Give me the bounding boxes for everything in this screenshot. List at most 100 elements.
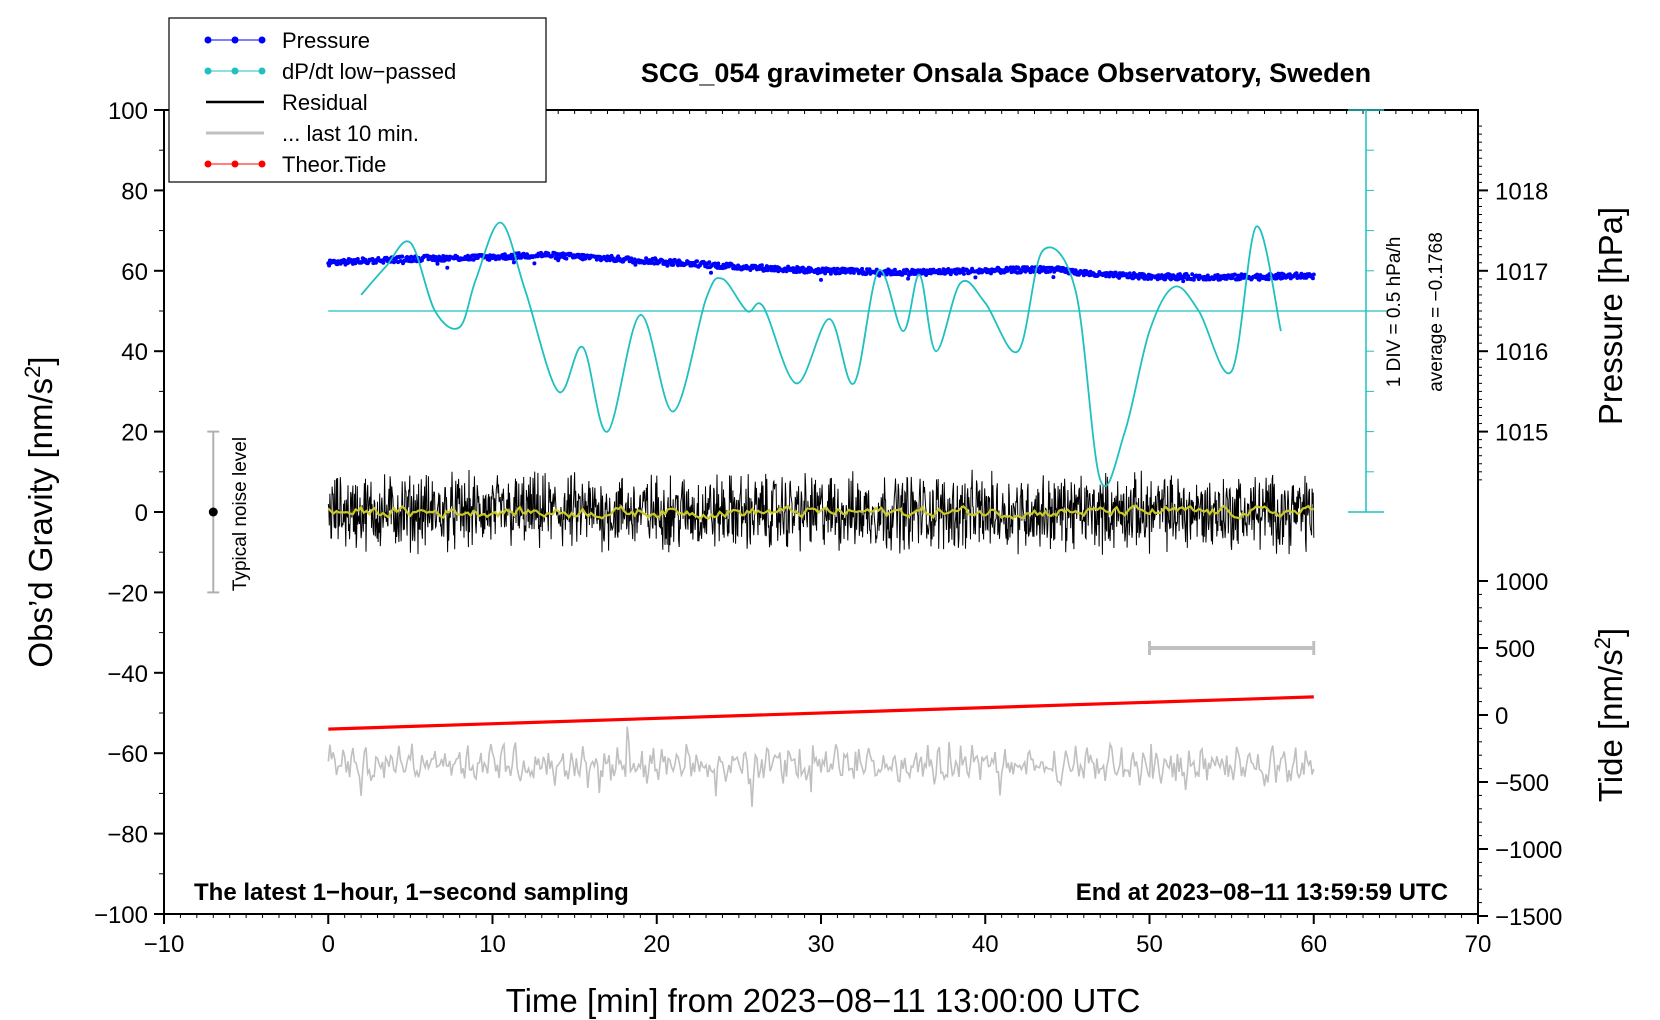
legend-item-pressure: Pressure	[204, 28, 370, 53]
pressure-point	[1232, 272, 1237, 277]
y-tick-label: −80	[107, 822, 148, 849]
legend-item-tide: Theor.Tide	[204, 152, 386, 177]
x-tick-label: 20	[643, 931, 670, 958]
data-layer	[207, 221, 1388, 807]
chart-title: SCG_054 gravimeter Onsala Space Observat…	[641, 58, 1371, 88]
pressure-point	[835, 266, 840, 271]
legend-label: Residual	[282, 90, 368, 115]
legend-box	[168, 17, 547, 183]
pressure-point	[445, 265, 450, 270]
noise-center-dot	[208, 507, 218, 517]
pressure-point	[892, 267, 897, 272]
pressure-point	[1310, 276, 1315, 281]
y-axis-pressure-label: Pressure [hPa]	[1592, 207, 1629, 425]
series-residual-smoothed	[327, 504, 1314, 521]
pressure-point	[819, 277, 823, 282]
pressure-point	[564, 256, 569, 261]
dpdt-scale-text: 1 DIV = 0.5 hPa/h	[1384, 237, 1405, 388]
pressure-point	[1298, 275, 1303, 280]
y-tick-label: 100	[108, 98, 148, 125]
y-tick-label: 20	[121, 420, 148, 447]
pressure-point	[557, 256, 561, 261]
legend-item-dpdt: dP/dt low−passed	[204, 59, 456, 84]
tide-tick-label: −1500	[1495, 904, 1562, 931]
tide-tick-label: 0	[1495, 703, 1508, 730]
dpdt-average-text: average = −0.1768	[1426, 232, 1447, 392]
legend-label: Pressure	[282, 28, 370, 53]
pressure-point	[1181, 279, 1186, 284]
pressure-point	[906, 276, 911, 281]
x-tick-label: 50	[1136, 931, 1163, 958]
y-axis-tide-label: Tide [nm/s2]	[1590, 628, 1629, 802]
tide-tick-label: −1000	[1495, 837, 1562, 864]
pressure-point	[954, 271, 959, 276]
pressure-point	[1016, 266, 1021, 271]
y-tick-label: −100	[94, 902, 148, 929]
pressure-point	[1266, 277, 1271, 282]
pressure-tick-label: 1015	[1495, 420, 1548, 447]
y-tick-label: 80	[121, 178, 148, 205]
pressure-point	[1311, 272, 1316, 277]
x-tick-label: 30	[808, 931, 835, 958]
legend-item-last10: ... last 10 min.	[206, 121, 419, 146]
tide-tick-label: 500	[1495, 636, 1535, 663]
series-residual	[327, 469, 1315, 555]
pressure-tick-label: 1017	[1495, 259, 1548, 286]
pressure-point	[353, 261, 358, 266]
pressure-point	[1294, 271, 1299, 276]
pressure-point	[860, 266, 865, 271]
x-tick-label: 70	[1465, 931, 1492, 958]
pressure-point	[1051, 275, 1056, 280]
pressure-point	[707, 260, 712, 265]
pressure-point	[1009, 270, 1014, 275]
pressure-point	[851, 270, 856, 275]
pressure-point	[1030, 265, 1035, 270]
sampling-note: The latest 1−hour, 1−second sampling	[194, 879, 629, 906]
pressure-point	[384, 255, 389, 260]
y-tick-label: −40	[107, 661, 148, 688]
pressure-point	[437, 254, 442, 259]
pressure-point	[961, 271, 966, 276]
x-tick-label: −10	[144, 931, 185, 958]
series-last10	[327, 726, 1315, 807]
pressure-point	[511, 260, 516, 265]
pressure-point	[1191, 277, 1196, 282]
pressure-point	[1111, 274, 1116, 279]
series-pressure	[326, 250, 1316, 284]
legend-label: dP/dt low−passed	[282, 59, 456, 84]
legend-item-residual: Residual	[206, 90, 368, 115]
y-tick-label: −20	[107, 580, 148, 607]
tide-tick-label: −500	[1495, 770, 1549, 797]
pressure-point	[532, 261, 537, 266]
pressure-point	[709, 270, 713, 275]
pressure-point	[1113, 270, 1118, 275]
x-tick-label: 40	[972, 931, 999, 958]
noise-level-label: Typical noise level	[230, 437, 251, 591]
y-tick-label: 0	[135, 500, 148, 527]
pressure-point	[695, 259, 699, 264]
pressure-point	[1205, 273, 1210, 278]
legend-label: Theor.Tide	[282, 152, 386, 177]
pressure-point	[759, 263, 764, 268]
pressure-point	[948, 272, 953, 277]
pressure-point	[929, 271, 933, 276]
x-tick-label: 60	[1300, 931, 1327, 958]
y-tick-label: −60	[107, 741, 148, 768]
pressure-tick-label: 1016	[1495, 339, 1548, 366]
x-axis-label: Time [min] from 2023−08−11 13:00:00 UTC	[506, 982, 1141, 1019]
pressure-point	[1124, 272, 1129, 277]
x-tick-label: 10	[479, 931, 506, 958]
pressure-point	[1255, 272, 1260, 277]
y-tick-label: 60	[121, 259, 148, 286]
y-axis-left-label: Obs’d Gravity [nm/s2]	[20, 356, 59, 667]
pressure-point	[716, 261, 721, 266]
pressure-point	[946, 267, 951, 271]
x-tick-label: 0	[322, 931, 335, 958]
legend-label: ... last 10 min.	[282, 121, 419, 146]
pressure-point	[1107, 274, 1112, 279]
series-tide	[328, 695, 1314, 731]
pressure-point	[671, 262, 676, 267]
pressure-point	[435, 261, 440, 266]
pressure-tick-label: 1018	[1495, 178, 1548, 205]
